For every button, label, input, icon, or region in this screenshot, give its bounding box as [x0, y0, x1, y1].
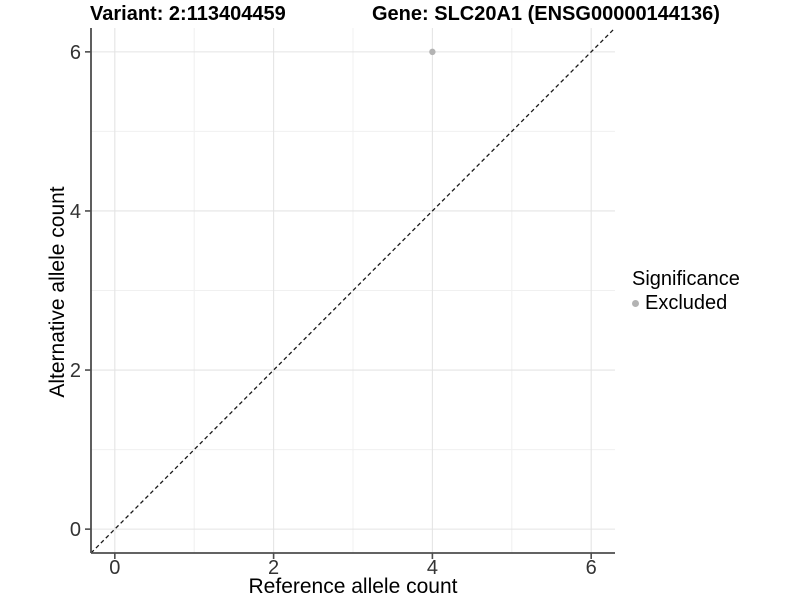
legend: Significance Excluded: [632, 268, 740, 314]
y-tick-label: 6: [70, 42, 81, 64]
data-point: [429, 48, 436, 56]
legend-item: Excluded: [632, 292, 740, 314]
y-tick-label: 2: [70, 360, 81, 382]
legend-title: Significance: [632, 268, 740, 290]
x-tick-label: 0: [109, 557, 120, 579]
y-tick-label: 4: [70, 201, 81, 223]
x-tick-label: 2: [268, 557, 279, 579]
x-tick-label: 4: [427, 557, 438, 579]
gene-title: Gene: SLC20A1 (ENSG00000144136): [372, 3, 720, 25]
x-tick-label: 6: [586, 557, 597, 579]
y-tick-label: 0: [70, 519, 81, 541]
legend-item-label: Excluded: [645, 292, 728, 314]
identity-line: [90, 27, 616, 554]
legend-point-icon: [632, 299, 639, 307]
y-axis-title: Alternative allele count: [46, 186, 69, 398]
x-axis-title: Reference allele count: [248, 575, 458, 598]
variant-title: Variant: 2:113404459: [90, 3, 286, 25]
